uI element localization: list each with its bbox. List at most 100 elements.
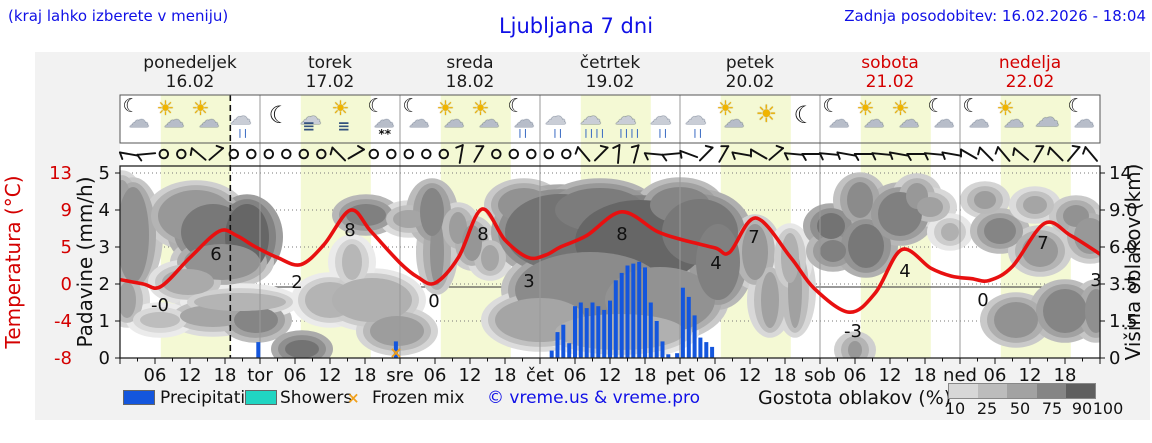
day-date: 16.02 (165, 72, 215, 92)
svg-text:5: 5 (61, 237, 72, 258)
svg-text:18: 18 (914, 365, 937, 386)
svg-text:06: 06 (844, 365, 867, 386)
svg-text:3: 3 (523, 271, 534, 292)
svg-text:13: 13 (49, 163, 72, 184)
svg-text:0: 0 (61, 274, 72, 295)
day-date: 20.02 (725, 72, 775, 92)
moon-cloud-icon: ☾ ☁ (962, 95, 990, 132)
sun-cloud-icon: ☀ ☁ (891, 96, 920, 132)
svg-text:-0: -0 (151, 295, 169, 316)
svg-text:12: 12 (179, 365, 202, 386)
day-header-ponedeljek: ponedeljek 16.02 (120, 54, 260, 92)
precipitation-swatch (123, 390, 155, 405)
svg-text:14: 14 (1109, 163, 1132, 184)
svg-text:sob: sob (804, 365, 836, 386)
moon-cloud-drizzle-icon: ☾ ☁ ∣∣ (507, 95, 535, 139)
day-name: nedelja (998, 53, 1062, 73)
sun-cloud-icon: ☀ ☁ (436, 96, 465, 132)
svg-text:18: 18 (774, 365, 797, 386)
density-tick-label: 25 (976, 399, 998, 418)
svg-text:12: 12 (739, 365, 762, 386)
svg-text:06: 06 (984, 365, 1007, 386)
svg-text:06: 06 (144, 365, 167, 386)
sun-cloud-icon: ☀ ☁ (856, 96, 885, 132)
svg-text:0: 0 (428, 291, 439, 312)
svg-text:čet: čet (526, 365, 554, 386)
fog-icon: ☁ ≡ (299, 105, 322, 135)
moon-icon: ☾ (268, 101, 291, 129)
sun-icon: ☀ (755, 100, 778, 128)
sun-fog-icon: ☀ ≡ (331, 96, 351, 135)
y-axis-left: 5 4 3 2 1 0 13 9 5 0 -4 -8 (49, 163, 120, 369)
svg-text:06: 06 (564, 365, 587, 386)
svg-text:2: 2 (99, 274, 110, 295)
day-date: 19.02 (585, 72, 635, 92)
legend-precipitation-label: Precipitation (160, 388, 267, 408)
svg-text:18: 18 (1054, 365, 1077, 386)
sun-cloud-icon: ☀ ☁ (996, 96, 1025, 132)
moon-cloud-icon: ☾ ☁ (1067, 95, 1095, 132)
credit-link[interactable]: © vreme.us & vreme.pro (487, 388, 701, 408)
day-name: četrtek (579, 53, 641, 73)
day-date: 18.02 (445, 72, 495, 92)
density-segment (978, 384, 1008, 398)
density-tick-label: 90 (1071, 399, 1093, 418)
precipitation-bars (256, 261, 715, 358)
cloud-drizzle-icon: ☁ ∣∣ (229, 105, 252, 139)
sun-cloud-icon: ☀ ☁ (716, 96, 745, 132)
density-segment (1065, 384, 1095, 398)
svg-text:12: 12 (599, 365, 622, 386)
svg-text:4: 4 (99, 200, 110, 221)
svg-text:1.5: 1.5 (1109, 311, 1138, 332)
density-tick-label: 50 (1009, 399, 1031, 418)
moon-icon: ☾ (793, 101, 816, 129)
svg-text:6.0: 6.0 (1109, 237, 1138, 258)
svg-text:7: 7 (1037, 233, 1048, 254)
cloud-height-axis-title: Višina oblakov (km) (1121, 164, 1145, 361)
density-segment (1007, 384, 1037, 398)
svg-text:8: 8 (477, 224, 488, 245)
precip-axis-title: Padavine (mm/h) (73, 176, 97, 347)
svg-text:12: 12 (319, 365, 342, 386)
svg-text:sre: sre (386, 365, 413, 386)
day-name: sobota (861, 53, 919, 73)
frozen-mix-icon: × (347, 389, 360, 407)
icon-strip-frame (119, 94, 1101, 144)
moon-cloud-icon: ☾ ☁ (822, 95, 850, 132)
day-header-nedelja: nedelja 22.02 (960, 54, 1100, 92)
moon-cloud-icon: ☾ ☁ (122, 95, 150, 132)
svg-text:1: 1 (99, 311, 110, 332)
density-segment (1036, 384, 1066, 398)
svg-text:18: 18 (494, 365, 517, 386)
density-segment (949, 384, 979, 398)
svg-text:3: 3 (99, 237, 110, 258)
density-tick-label: 100 (1092, 399, 1124, 418)
svg-text:5: 5 (99, 163, 110, 184)
day-header-torek: torek 17.02 (260, 54, 400, 92)
svg-text:0: 0 (977, 290, 988, 311)
svg-text:18: 18 (354, 365, 377, 386)
svg-text:3.5: 3.5 (1109, 274, 1138, 295)
frozen-mix-marker: × (389, 343, 402, 362)
svg-text:2: 2 (291, 272, 302, 293)
day-header-četrtek: četrtek 19.02 (540, 54, 680, 92)
day-header-sreda: sreda 18.02 (400, 54, 540, 92)
menu-hint: (kraj lahko izberete v meniju) (8, 7, 229, 25)
last-update-timestamp: Zadnja posodobitev: 16.02.2026 - 18:04 (844, 7, 1146, 25)
svg-text:9: 9 (61, 200, 72, 221)
day-date: 17.02 (305, 72, 355, 92)
day-name: petek (725, 53, 775, 73)
svg-text:-8: -8 (54, 348, 72, 369)
legend-showers-label: Showers (280, 388, 353, 408)
moon-cloud-icon: ☾ ☁ (402, 95, 430, 132)
wind-barbs-row (118, 144, 1098, 164)
svg-text:18: 18 (634, 365, 657, 386)
svg-text:18: 18 (214, 365, 237, 386)
showers-swatch (245, 390, 277, 405)
cloud-density-gradient (948, 383, 1096, 399)
cloud-rain-icon: ☁ ∣∣∣∣ (614, 105, 641, 139)
svg-text:06: 06 (424, 365, 447, 386)
svg-text:3: 3 (1090, 270, 1101, 291)
